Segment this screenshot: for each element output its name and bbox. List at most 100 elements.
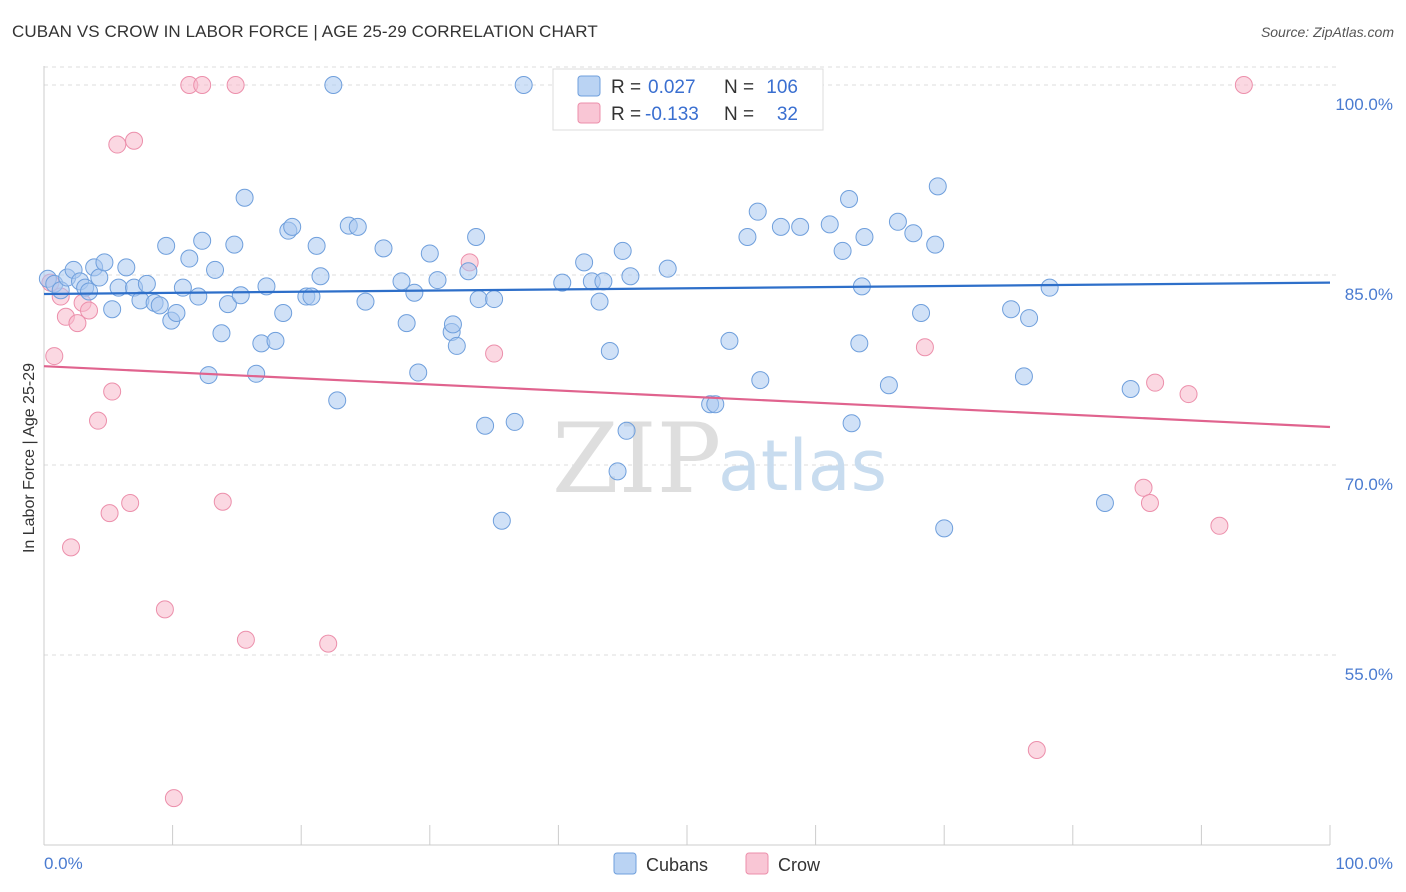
cubans-point — [590, 292, 609, 311]
x-tick-labels: 0.0% 100.0% — [44, 854, 1393, 873]
cubans-point — [283, 217, 302, 236]
cubans-point — [617, 421, 636, 440]
cubans-point — [621, 267, 640, 286]
bottom-legend-swatch-crow — [745, 852, 769, 875]
y-tick-label: 70.0% — [1345, 475, 1393, 494]
legend-r-label-cubans: R = — [611, 77, 641, 98]
x-tick-label: 100.0% — [1335, 854, 1393, 873]
cubans-point — [600, 342, 619, 360]
cubans-point — [150, 296, 169, 315]
cubans-point — [820, 215, 839, 234]
cubans-point — [405, 283, 424, 302]
cubans-point — [180, 249, 199, 268]
cubans-point — [613, 241, 632, 260]
crow-point — [62, 538, 81, 557]
y-tick-label: 55.0% — [1345, 665, 1393, 684]
cubans-point — [459, 262, 478, 281]
crow-point — [108, 135, 127, 154]
correlation-legend: R = 0.027 N = 106 R = -0.133 N = 32 — [552, 68, 824, 131]
cubans-point — [514, 76, 533, 94]
cubans-point — [658, 259, 677, 278]
watermark: ZIP atlas — [552, 403, 887, 515]
cubans-point — [738, 228, 757, 246]
crow-point — [1179, 385, 1198, 404]
cubans-point — [706, 395, 725, 414]
cubans-points — [38, 76, 1140, 538]
crow-point — [89, 411, 108, 430]
legend-n-label-cubans: N = — [724, 77, 754, 98]
bottom-legend-crow: Crow — [778, 855, 821, 875]
crow-point — [100, 504, 119, 523]
series-legend: Cubans Crow — [613, 852, 821, 875]
crow-point — [1027, 741, 1046, 759]
cubans-point — [189, 287, 208, 306]
legend-n-value-cubans: 106 — [766, 77, 798, 98]
cubans-point — [311, 267, 330, 286]
cubans-point — [167, 304, 186, 322]
axes — [43, 66, 1331, 846]
crow-trend-line — [43, 365, 1331, 429]
cubans-point — [751, 371, 770, 390]
cubans-point — [888, 212, 907, 231]
crow-point — [155, 600, 174, 619]
crow-point — [103, 382, 122, 401]
legend-r-label-crow: R = — [611, 104, 641, 125]
source-label: Source: ZipAtlas.com — [1260, 24, 1394, 40]
crow-point — [1146, 373, 1165, 392]
crow-point — [226, 76, 245, 94]
cubans-point — [374, 239, 393, 258]
cubans-point — [307, 236, 326, 255]
cubans-point — [447, 336, 466, 355]
cubans-point — [90, 268, 109, 287]
cubans-point — [926, 235, 945, 254]
cubans-point — [492, 511, 511, 530]
cubans-point — [328, 391, 347, 410]
cubans-point — [225, 235, 244, 254]
cubans-point — [842, 414, 861, 433]
cubans-point — [720, 331, 739, 350]
cubans-point — [103, 300, 122, 319]
cubans-point — [855, 228, 874, 246]
crow-point — [1234, 76, 1253, 94]
cubans-point — [428, 271, 447, 290]
grid-lines — [44, 66, 1338, 656]
cubans-point — [1020, 309, 1039, 328]
cubans-point — [348, 217, 367, 236]
watermark-atlas: atlas — [718, 425, 887, 507]
crow-point — [80, 301, 99, 320]
cubans-point — [904, 224, 923, 243]
crow-point — [121, 494, 140, 512]
y-tick-label: 100.0% — [1335, 95, 1393, 114]
y-tick-labels: 55.0% 70.0% 85.0% 100.0% — [1335, 95, 1393, 684]
cubans-point — [840, 190, 859, 208]
cubans-point — [356, 292, 375, 311]
legend-n-label-crow: N = — [724, 104, 754, 125]
cubans-point — [771, 217, 790, 236]
legend-swatch-crow — [577, 102, 601, 124]
cubans-point — [575, 253, 594, 272]
cubans-point — [1040, 278, 1059, 297]
legend-r-value-cubans: 0.027 — [648, 77, 696, 98]
crow-point — [213, 492, 232, 511]
cubans-point — [833, 241, 852, 260]
watermark-zip: ZIP — [552, 403, 721, 515]
cubans-point — [235, 188, 254, 207]
cubans-point — [324, 76, 343, 94]
cubans-point — [420, 244, 439, 263]
cubans-point — [80, 282, 99, 301]
cubans-point — [1121, 380, 1140, 398]
cubans-point — [443, 315, 462, 334]
cubans-point — [1095, 494, 1114, 512]
crow-point — [1134, 478, 1153, 497]
cubans-point — [257, 277, 276, 296]
cubans-point — [1002, 300, 1021, 319]
crow-point — [1210, 516, 1229, 535]
cubans-point — [218, 295, 237, 314]
cubans-point — [469, 290, 488, 309]
cubans-point — [791, 217, 810, 236]
cubans-point — [553, 273, 572, 292]
crow-point — [68, 314, 87, 333]
cubans-point — [928, 177, 947, 196]
crow-point — [125, 131, 144, 150]
